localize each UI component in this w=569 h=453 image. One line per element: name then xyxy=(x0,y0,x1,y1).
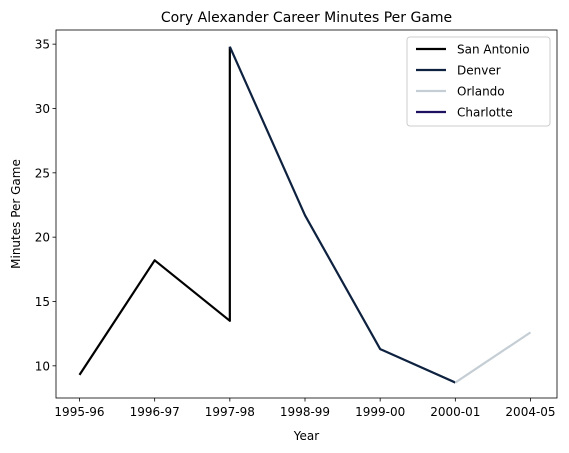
x-tick-label: 1997-98 xyxy=(205,405,255,419)
chart-title: Cory Alexander Career Minutes Per Game xyxy=(161,10,452,26)
x-tick-label: 1998-99 xyxy=(280,405,330,419)
plot-frame xyxy=(55,29,558,399)
series-layer xyxy=(78,46,532,384)
x-tick-label: 1999-00 xyxy=(355,405,405,419)
x-axis: 1995-96 1996-97 1997-98 1998-99 1999-00 2000-… xyxy=(54,398,556,419)
legend: San Antonio Denver Orlando Charlotte xyxy=(406,36,551,127)
x-axis-label: Year xyxy=(293,429,319,443)
x-tick-label: 2000-01 xyxy=(430,405,480,419)
legend-label-charlotte: Charlotte xyxy=(457,106,513,120)
y-tick-label: 10 xyxy=(35,359,50,373)
y-tick-label: 25 xyxy=(35,166,50,180)
x-tick-label: 1995-96 xyxy=(54,405,104,419)
y-axis-label: Minutes Per Game xyxy=(9,159,23,269)
legend-box xyxy=(406,36,551,127)
x-tick-label: 1996-97 xyxy=(130,405,180,419)
y-tick-label: 20 xyxy=(35,231,50,245)
series-line-san-antonio xyxy=(78,46,231,376)
y-tick-label: 15 xyxy=(35,295,50,309)
legend-label-san-antonio: San Antonio xyxy=(457,43,530,57)
y-tick-label: 30 xyxy=(35,102,50,116)
series-line-denver xyxy=(228,46,456,384)
legend-label-denver: Denver xyxy=(457,64,501,78)
x-tick-label: 2004-05 xyxy=(505,405,555,419)
y-tick-label: 35 xyxy=(35,38,50,52)
y-axis: 10 15 20 25 30 35 xyxy=(35,38,56,373)
series-line-orlando xyxy=(454,331,532,384)
legend-label-orlando: Orlando xyxy=(457,85,505,99)
